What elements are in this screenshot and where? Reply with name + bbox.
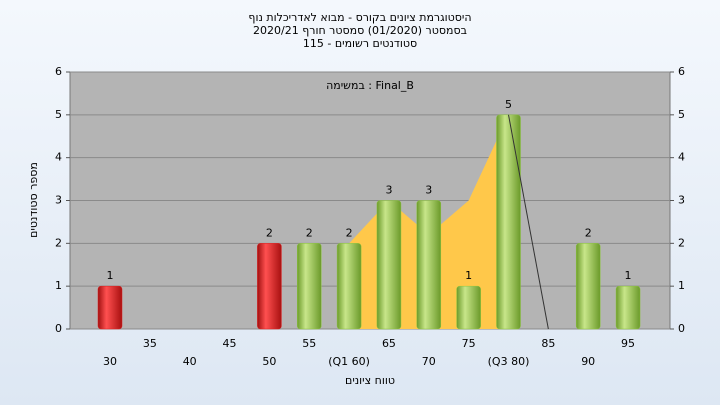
bar xyxy=(257,243,282,330)
y-tick-label: 3 xyxy=(55,194,62,207)
y2-tick-label: 2 xyxy=(678,236,685,249)
x-tick-label: 75 xyxy=(462,337,476,350)
y-axis-label: מספר סטודנטים xyxy=(27,162,40,238)
bar xyxy=(615,285,641,330)
bar xyxy=(456,285,481,330)
x-tick-label: 85 xyxy=(541,337,555,350)
bar xyxy=(575,243,601,330)
bar xyxy=(496,114,521,330)
data-label: 5 xyxy=(505,98,512,111)
y-tick-label: 0 xyxy=(55,322,62,335)
x-axis-label: טווח ציונים xyxy=(345,374,395,387)
chart-subtitle: בסמסטר (01/2020) סמסטר חורף 2020/21 xyxy=(253,24,467,37)
data-label: 3 xyxy=(425,184,432,197)
y2-tick-label: 6 xyxy=(678,65,685,78)
x-tick-label: 45 xyxy=(223,337,237,350)
x-tick-label: 65 xyxy=(382,337,396,350)
chart-subtitle: סטודנטים רשומים - 115 xyxy=(303,37,417,50)
x-tick-label: 70 xyxy=(422,355,436,368)
data-label: 1 xyxy=(625,269,632,282)
y2-tick-label: 4 xyxy=(678,151,685,164)
x-tick-label: (Q1 60) xyxy=(328,355,370,368)
x-tick-label: 30 xyxy=(103,355,117,368)
data-label: 2 xyxy=(266,226,273,239)
y-tick-label: 1 xyxy=(55,279,62,292)
bar xyxy=(376,200,402,330)
line xyxy=(508,114,549,330)
chart-title: היסטוגרמת ציונים בקורס - מבוא לאדריכלות … xyxy=(248,11,471,24)
data-label: 2 xyxy=(306,226,313,239)
y-tick-label: 4 xyxy=(55,151,62,164)
data-label: 1 xyxy=(107,269,114,282)
x-tick-label: 55 xyxy=(302,337,316,350)
bar xyxy=(336,243,362,330)
y2-tick-label: 1 xyxy=(678,279,685,292)
x-tick-label: (Q3 80) xyxy=(488,355,530,368)
y-tick-label: 2 xyxy=(55,236,62,249)
bar xyxy=(416,200,442,330)
y2-tick-label: 3 xyxy=(678,194,685,207)
y-tick-label: 5 xyxy=(55,108,62,121)
y-tick-label: 6 xyxy=(55,65,62,78)
x-tick-label: 95 xyxy=(621,337,635,350)
y2-tick-label: 5 xyxy=(678,108,685,121)
x-tick-label: 90 xyxy=(581,355,595,368)
bar xyxy=(297,243,322,330)
data-label: 3 xyxy=(385,184,392,197)
data-label: 2 xyxy=(346,226,353,239)
data-label: 2 xyxy=(585,226,592,239)
x-tick-label: 40 xyxy=(183,355,197,368)
x-tick-label: 50 xyxy=(262,355,276,368)
data-label: 1 xyxy=(465,269,472,282)
y2-tick-label: 0 xyxy=(678,322,685,335)
bar xyxy=(97,285,123,330)
x-tick-label: 35 xyxy=(143,337,157,350)
annotation: במשימה : Final_B xyxy=(326,79,414,92)
